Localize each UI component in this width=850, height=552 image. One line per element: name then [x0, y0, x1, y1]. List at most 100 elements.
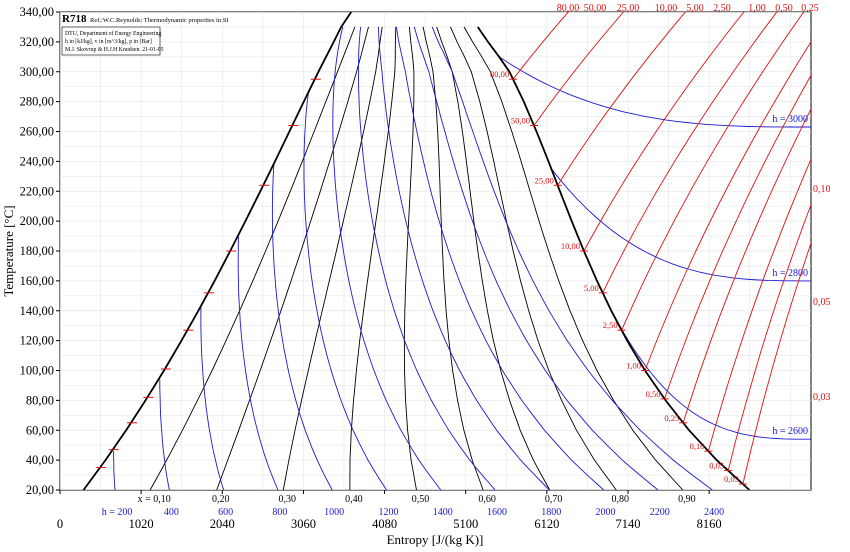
pressure-inline-label: 0,05 [709, 461, 724, 471]
enthalpy-label: 2400 [704, 507, 724, 518]
x-tick-label: 5100 [453, 517, 478, 531]
quality-line [149, 26, 356, 490]
enthalpy-line [271, 164, 333, 490]
pressure-top-label: 10,00 [655, 3, 678, 14]
pressure-line [742, 241, 811, 485]
x-tick-label: 0 [57, 517, 63, 531]
pressure-inline-label: 1,00 [626, 361, 641, 371]
pressure-inline-label: 0,25 [664, 413, 679, 423]
labels: 20,00 40,00 60,00 80,00 100,00 120,00 140,00 16… [20, 3, 831, 531]
quality-label: 0,70 [545, 494, 563, 505]
x-axis-title: Entropy [J/(kg K)] [387, 532, 484, 547]
enthalpy-vapor-label: h = 2600 [772, 426, 808, 437]
enthalpy-vapor-line [551, 168, 811, 282]
y-tick-label: 160,00 [20, 274, 54, 288]
pressure-line [707, 158, 811, 452]
quality-line [436, 26, 551, 490]
pressure-inline-label: 10,00 [561, 241, 580, 251]
enthalpy-label: 2000 [596, 507, 616, 518]
y-tick-label: 220,00 [20, 184, 54, 198]
pressure-inline-label: 80,00 [490, 69, 509, 79]
info-line-2: h in [kJ/kg], v in [m^3/kg], p in [Bar] [65, 39, 152, 45]
volume-label: 0,10 [813, 184, 831, 195]
pressure-inline-label: 2,50 [603, 320, 618, 330]
saturation-vapor-line [476, 26, 751, 490]
enthalpy-line [200, 307, 225, 490]
enthalpy-line [395, 26, 605, 490]
enthalpy-label: 1800 [541, 507, 561, 518]
x-tick-label: 2040 [210, 517, 235, 531]
enthalpy-line [413, 26, 659, 490]
enthalpy-vapor-line [498, 56, 811, 128]
pressure-line [602, 12, 778, 293]
enthalpy-vapor-label: h = 3000 [772, 114, 808, 125]
curves [82, 12, 811, 490]
pressure-top-label: 2,50 [713, 3, 731, 14]
info-line-3: M.J. Skovrup & H.J.H Knudsen. 21-01-05 [65, 47, 164, 53]
y-tick-label: 40,00 [26, 453, 54, 467]
enthalpy-label: 1000 [324, 507, 344, 518]
quality-line [422, 26, 484, 490]
quality-line [449, 26, 617, 490]
pressure-inline-label: 0,10 [690, 441, 705, 451]
quality-label: 0,90 [678, 494, 696, 505]
y-tick-label: 340,00 [20, 5, 54, 19]
quality-label: 0,60 [478, 494, 496, 505]
pressure-line [621, 12, 805, 331]
enthalpy-line [237, 236, 279, 490]
volume-label: 0,05 [813, 297, 831, 308]
quality-label: x = 0,10 [138, 494, 171, 505]
pressure-line [557, 12, 686, 186]
y-tick-label: 120,00 [20, 334, 54, 348]
x-tick-label: 3060 [291, 517, 316, 531]
pressure-inline-label: 5,00 [584, 283, 599, 293]
pressure-inline-label: 50,00 [511, 116, 530, 126]
pressure-top-label: 5,00 [686, 3, 704, 14]
enthalpy-line [358, 26, 496, 490]
volume-label: 0,03 [813, 392, 831, 403]
y-tick-label: 320,00 [20, 35, 54, 49]
quality-line [349, 26, 397, 490]
marks [56, 11, 747, 494]
y-axis-title: Temperature [°C] [1, 205, 16, 296]
y-tick-label: 100,00 [20, 364, 54, 378]
info-box [61, 26, 161, 56]
pressure-line [727, 203, 811, 471]
quality-label: 0,40 [345, 494, 363, 505]
enthalpy-label: 1400 [433, 507, 453, 518]
pressure-top-label: 80,00 [557, 3, 580, 14]
saturation-liquid-line [82, 12, 352, 490]
enthalpy-vapor-label: h = 2800 [772, 268, 808, 279]
pressure-line [583, 12, 745, 252]
enthalpy-line [332, 26, 442, 490]
enthalpy-vapor-line [603, 295, 811, 440]
quality-label: 0,30 [279, 494, 297, 505]
pressure-inline-label: 0,03 [724, 474, 739, 484]
info-line-1: DTU, Department of Energy Engineering [65, 30, 161, 37]
pressure-top-label: 0,50 [775, 3, 793, 14]
y-tick-label: 240,00 [20, 154, 54, 168]
chart-subtitle: Ref.:W.C.Reynolds: Thermodynamic propert… [90, 17, 228, 24]
y-tick-label: 300,00 [20, 65, 54, 79]
enthalpy-label: h = 200 [102, 507, 133, 518]
pressure-line [533, 12, 625, 126]
y-tick-label: 260,00 [20, 125, 54, 139]
quality-line [463, 26, 684, 490]
grid [60, 12, 811, 490]
x-tick-label: 4080 [372, 517, 397, 531]
y-tick-label: 200,00 [20, 214, 54, 228]
pressure-line [512, 12, 569, 80]
enthalpy-line [431, 26, 713, 490]
pressure-top-label: 25,00 [617, 3, 640, 14]
enthalpy-line [113, 451, 116, 490]
x-tick-label: 6120 [534, 517, 559, 531]
enthalpy-line [159, 379, 170, 490]
pressure-line [644, 41, 811, 371]
y-tick-label: 60,00 [26, 423, 54, 437]
enthalpy-line [378, 26, 550, 490]
enthalpy-line [303, 92, 387, 490]
enthalpy-label: 800 [272, 507, 287, 518]
pressure-top-label: 1,00 [748, 3, 766, 14]
chart-title: R718 [62, 13, 87, 25]
